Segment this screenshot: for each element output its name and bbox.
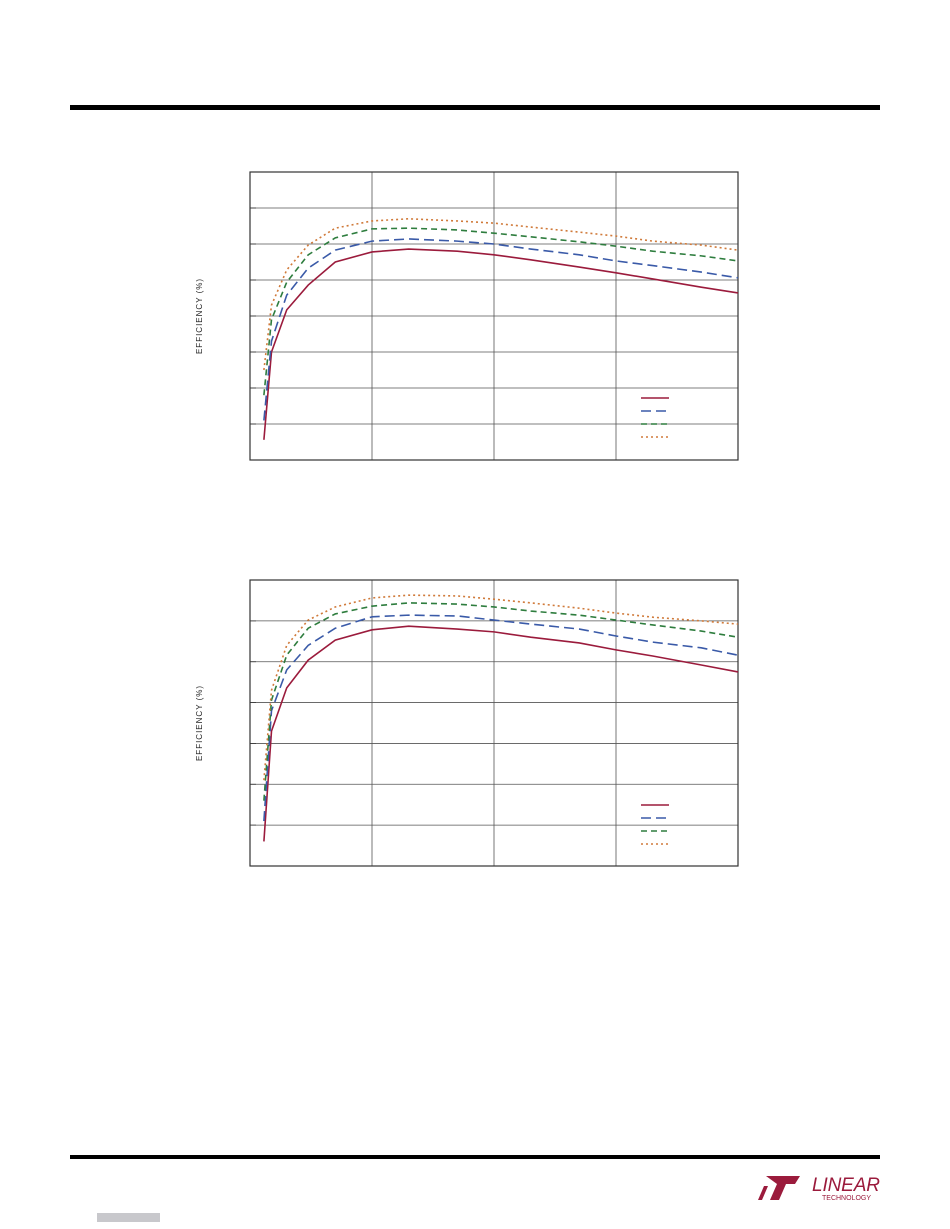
logo-subtitle: TECHNOLOGY [822,1195,871,1202]
footer-tab [97,1213,160,1222]
top-rule [70,105,880,110]
bottom-rule [70,1155,880,1159]
series-line [263,594,739,781]
series-line [263,602,739,801]
logo: LINEAR TECHNOLOGY [758,1175,880,1202]
series-line [263,625,739,842]
plot-frame [249,579,739,867]
series-line [263,614,739,822]
series-line [263,217,739,371]
logo-name: LINEAR [812,1175,880,1196]
series-line [263,238,739,421]
series-line [263,227,739,396]
y-axis-label: EFFICIENCY (%) [195,278,204,354]
plot-frame [249,171,739,461]
series-line [263,248,739,440]
y-axis-label: EFFICIENCY (%) [195,685,204,761]
logo-mark [758,1176,800,1200]
